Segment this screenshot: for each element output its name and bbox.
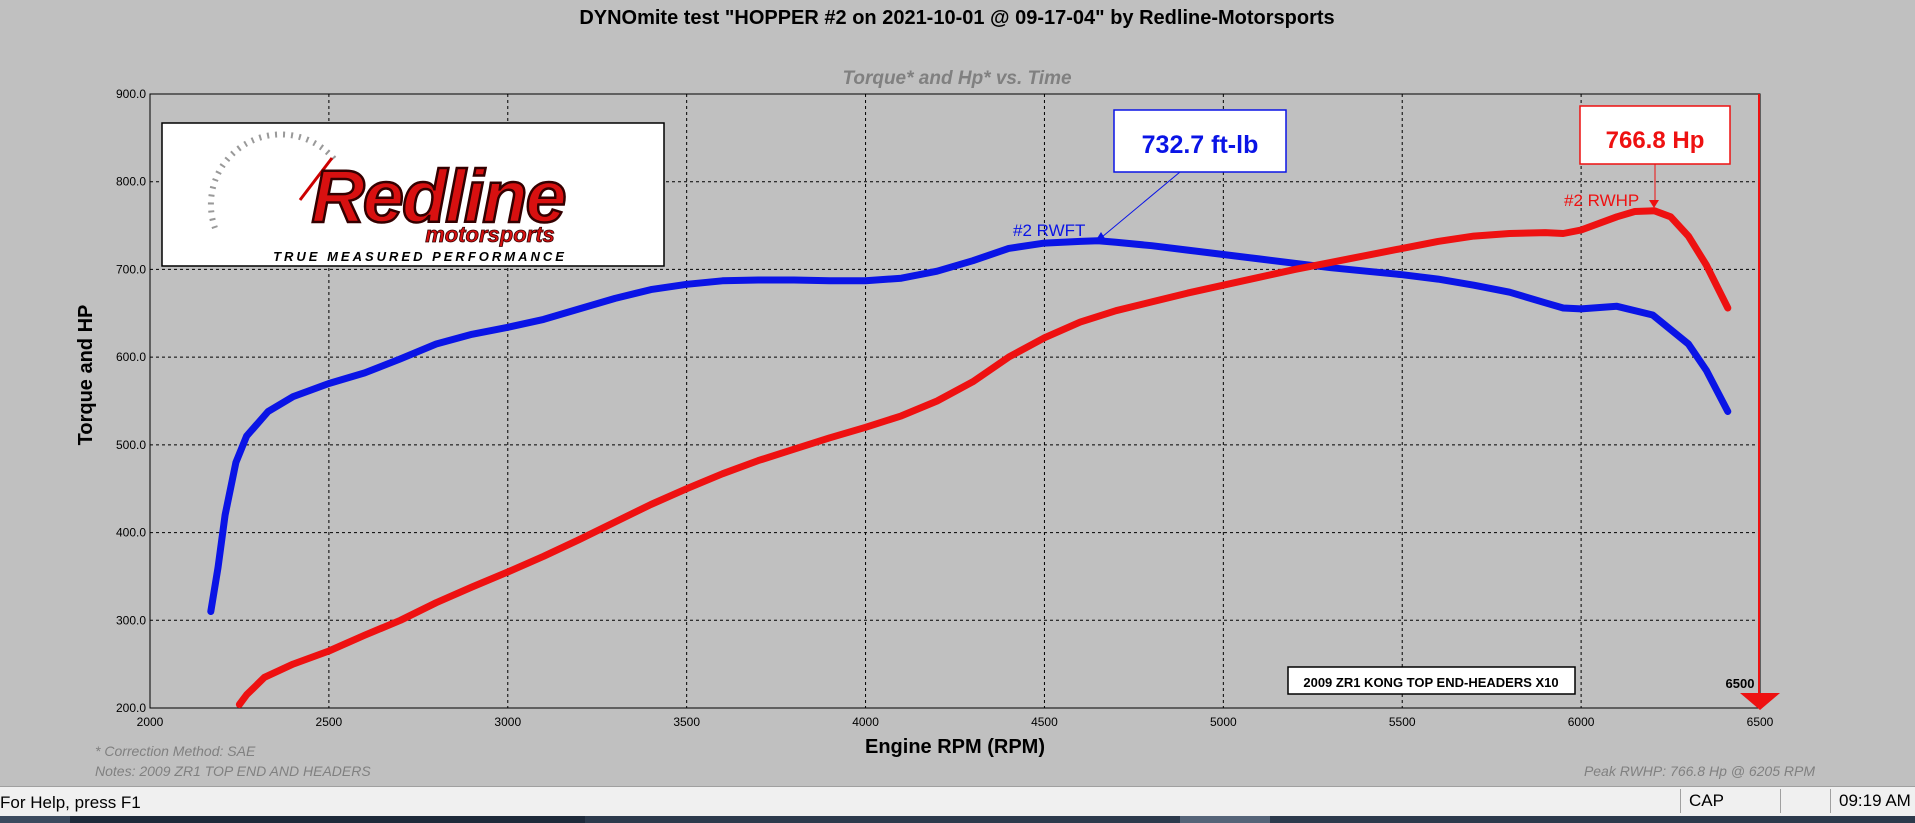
torque-series-line [207,237,1732,615]
x-tick-labels: 2000 2500 3000 3500 4000 4500 5000 5500 6000 6500 [137,715,1774,729]
y-tick-label: 400.0 [116,526,146,540]
rpm-marker-label: 6500 [1726,676,1755,691]
x-tick-label: 5500 [1389,715,1416,729]
status-time: 09:19 AM [1830,789,1915,813]
torque-peak-leader [1101,171,1181,238]
logo-frame [161,122,665,267]
hp-peak-label: 766.8 Hp [1606,127,1705,154]
hp-peak-annotation: 766.8 Hp #2 RWHP [1564,105,1731,210]
x-tick-label: 4000 [852,715,879,729]
status-cap-indicator: CAP [1680,789,1779,813]
footnote-correction: * Correction Method: SAE [95,743,256,759]
footnote-peak: Peak RWHP: 766.8 Hp @ 6205 RPM [1584,763,1815,779]
y-tick-label: 300.0 [116,613,146,627]
x-tick-label: 5000 [1210,715,1237,729]
dyno-chart: DYNOmite test "HOPPER #2 on 2021-10-01 @… [75,7,1815,779]
legend-box [1287,666,1576,695]
x-tick-label: 4500 [1031,715,1058,729]
logo-subword: motorsports [425,222,555,247]
status-bar: For Help, press F1 CAP 09:19 AM [0,786,1915,817]
chart-title: Torque* and Hp* vs. Time [842,68,1072,89]
torque-peak-marker [1096,232,1106,240]
y-tick-label: 800.0 [116,175,146,189]
hp-series-label: #2 RWHP [1564,191,1639,210]
x-tick-label: 2500 [316,715,343,729]
status-help-text: For Help, press F1 [0,793,141,812]
footnote-notes: Notes: 2009 ZR1 TOP END AND HEADERS [95,763,371,779]
redline-logo: Redline motorsports TRUE MEASURED PERFOR… [161,122,665,267]
dyno-chart-window: DYNOmite test "HOPPER #2 on 2021-10-01 @… [75,7,1816,779]
y-tick-label: 500.0 [116,438,146,452]
hp-peak-marker [1649,200,1659,208]
y-tick-label: 700.0 [116,262,146,276]
y-tick-labels: 200.0 300.0 400.0 500.0 600.0 700.0 800.0 900.0 [116,87,146,715]
y-tick-label: 200.0 [116,701,146,715]
window-title: DYNOmite test "HOPPER #2 on 2021-10-01 @… [579,7,1334,29]
legend-text: 2009 ZR1 KONG TOP END-HEADERS X10 [1303,675,1558,690]
y-tick-label: 900.0 [116,87,146,101]
x-tick-label: 6500 [1747,715,1774,729]
x-tick-label: 6000 [1568,715,1595,729]
y-tick-label: 600.0 [116,350,146,364]
taskbar-strip [0,816,1915,823]
x-tick-label: 3000 [494,715,521,729]
torque-series-label: #2 RWFT [1013,221,1085,240]
hp-series-line [235,207,1732,708]
torque-peak-box [1113,109,1287,173]
x-axis-label: Engine RPM (RPM) [865,736,1045,758]
logo-tagline: TRUE MEASURED PERFORMANCE [273,249,567,264]
status-blank-pane [1780,789,1839,813]
x-tick-label: 3500 [673,715,700,729]
rpm-marker-triangle [1740,693,1780,710]
y-axis-label: Torque and HP [75,305,97,446]
torque-peak-label: 732.7 ft-lb [1142,131,1259,159]
torque-peak-annotation: 732.7 ft-lb #2 RWFT [1013,109,1287,240]
logo-wordmark: Redline [311,155,565,238]
series-lines [207,207,1732,708]
hp-peak-box [1579,105,1731,165]
x-tick-label: 2000 [137,715,164,729]
tachometer-icon [207,131,338,230]
